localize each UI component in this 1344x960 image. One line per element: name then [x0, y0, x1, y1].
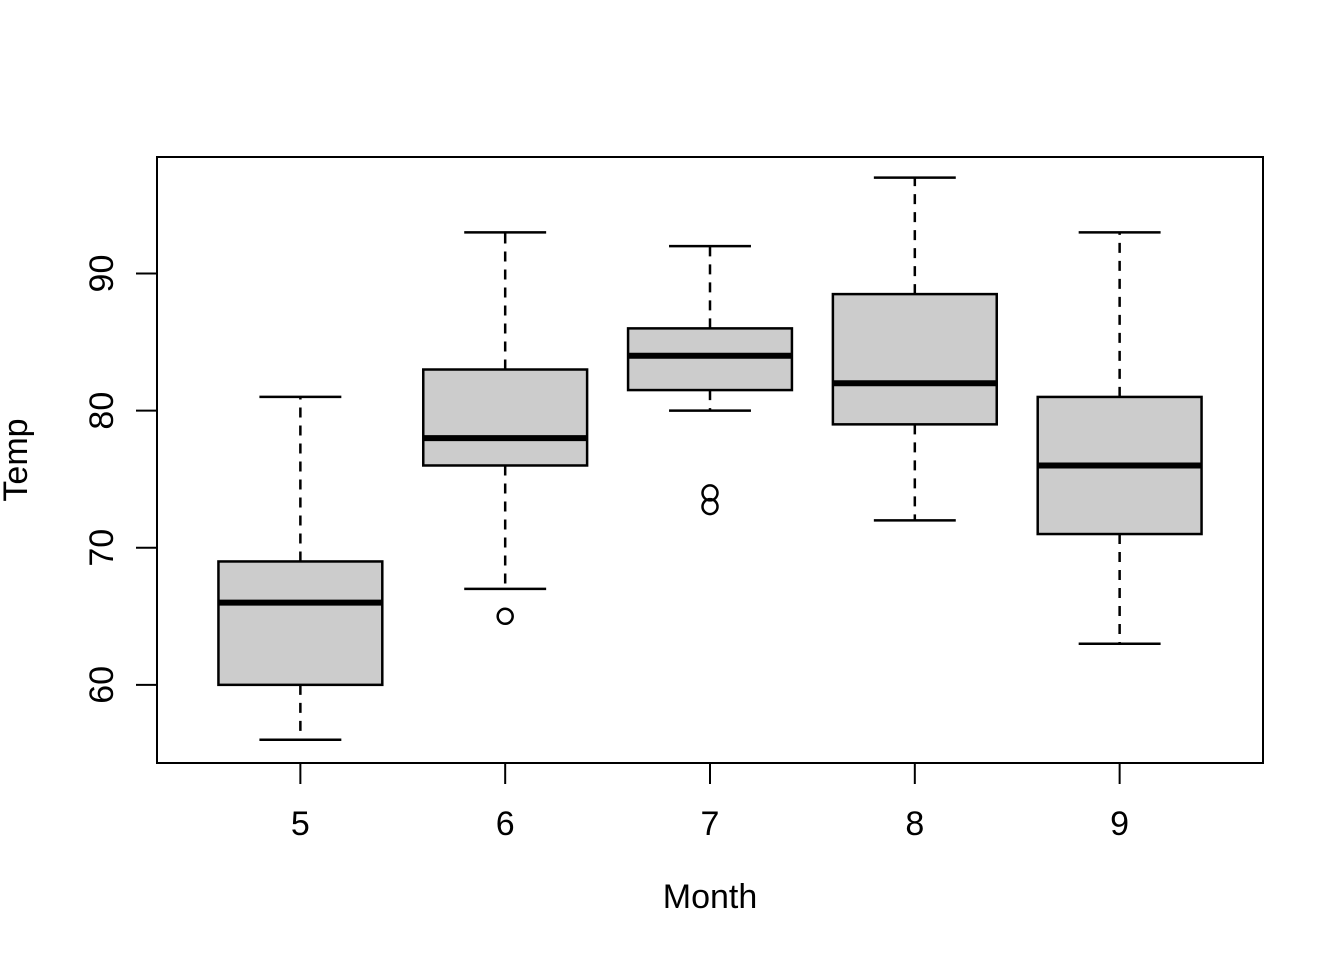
box-month-8 — [831, 176, 998, 522]
x-axis-title: Month — [663, 878, 758, 916]
x-tick-label: 5 — [291, 805, 310, 843]
box-month-7 — [626, 244, 794, 516]
y-tick-label: 80 — [83, 392, 121, 430]
y-tick-label: 90 — [83, 255, 121, 293]
outlier-point — [701, 497, 719, 516]
iqr-box — [831, 292, 998, 426]
outlier-point — [701, 484, 719, 502]
x-tick-label: 7 — [701, 805, 720, 843]
y-axis-title: Temp — [0, 418, 35, 501]
x-tick-label: 8 — [905, 805, 924, 843]
box-month-9 — [1036, 231, 1203, 645]
iqr-box — [422, 368, 589, 467]
y-tick-label: 60 — [83, 666, 121, 704]
box-month-5 — [217, 395, 384, 741]
y-tick-label: 70 — [83, 529, 121, 567]
outlier-point — [496, 607, 514, 626]
iqr-box — [217, 560, 384, 687]
x-tick-label: 6 — [496, 805, 515, 843]
iqr-box — [626, 327, 794, 392]
box-month-6 — [422, 231, 589, 626]
x-tick-label: 9 — [1110, 805, 1129, 843]
